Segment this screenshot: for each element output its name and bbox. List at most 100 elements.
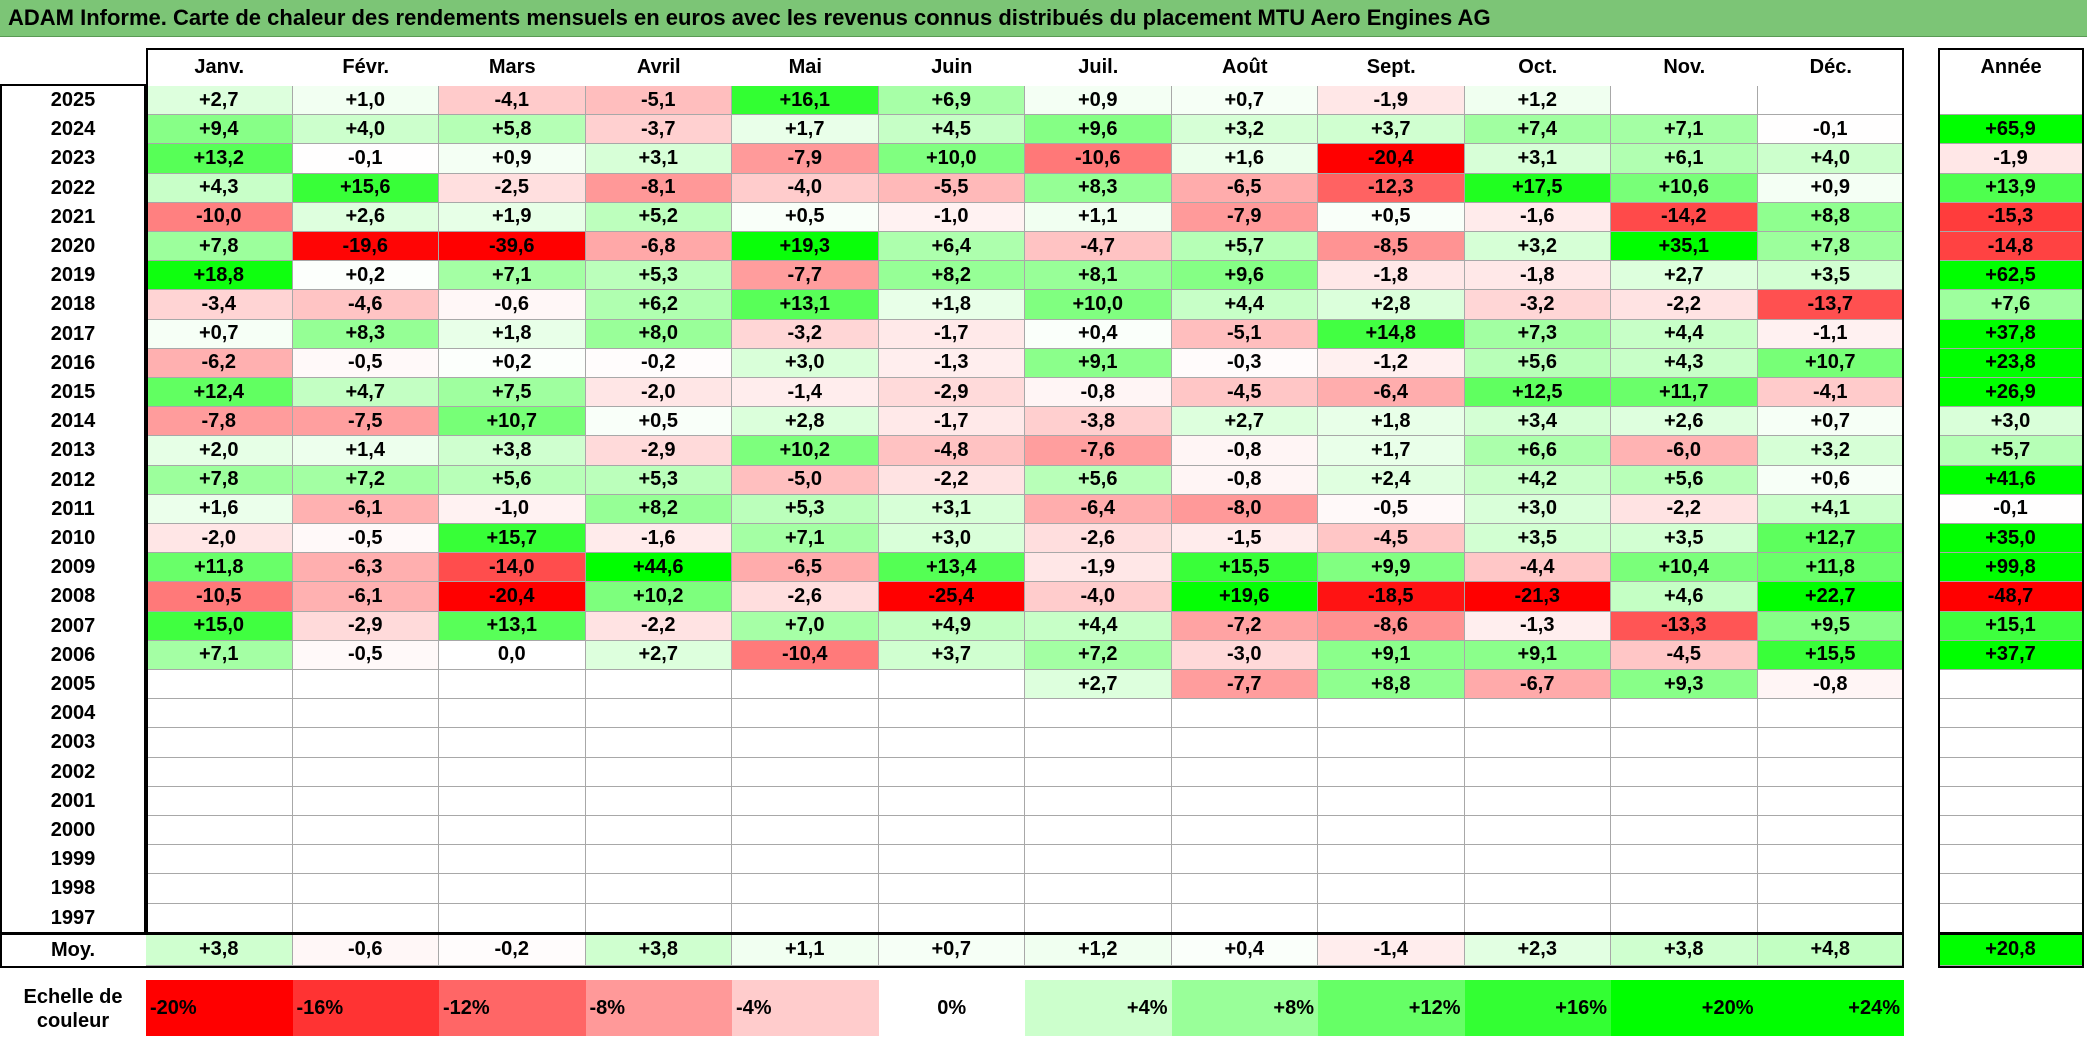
- heatmap-cell: +7,3: [1464, 319, 1611, 349]
- heatmap-cell: [146, 903, 293, 933]
- heatmap-cell: -5,5: [878, 173, 1025, 203]
- heatmap-cell: -1,3: [878, 348, 1025, 378]
- heatmap-cell: -4,5: [1171, 378, 1318, 408]
- heatmap-cell: [1464, 757, 1611, 787]
- heatmap-cell: [439, 874, 586, 904]
- heatmap-cell: -6,5: [732, 553, 879, 583]
- average-cell: +3,8: [585, 934, 732, 966]
- annual-cell: [1938, 786, 2084, 816]
- heatmap-cell: +3,2: [1757, 436, 1904, 466]
- heatmap-cell: +8,8: [1318, 670, 1465, 700]
- year-label: 2008: [50, 585, 96, 608]
- heatmap-cell: -0,5: [292, 348, 439, 378]
- year-label: 2024: [50, 118, 96, 141]
- heatmap-cell: +2,7: [585, 640, 732, 670]
- heatmap-cell: +5,6: [1464, 348, 1611, 378]
- heatmap-cell: +12,5: [1464, 378, 1611, 408]
- heatmap-cell: [732, 699, 879, 729]
- heatmap-cell: [1318, 816, 1465, 846]
- heatmap-cell: +7,1: [732, 524, 879, 554]
- month-header: Juil.: [1078, 55, 1119, 78]
- heatmap-cell: -6,3: [292, 553, 439, 583]
- heatmap-cell: [1464, 903, 1611, 933]
- heatmap-cell: -0,5: [1318, 494, 1465, 524]
- heatmap-cell: -8,0: [1171, 494, 1318, 524]
- heatmap-cell: +10,0: [878, 144, 1025, 174]
- year-label: 2022: [50, 176, 96, 199]
- heatmap-cell: +5,6: [1611, 465, 1758, 495]
- year-label: 2016: [50, 351, 96, 374]
- heatmap-cell: -3,0: [1171, 640, 1318, 670]
- heatmap-cell: [1025, 903, 1172, 933]
- average-cell: +3,8: [1611, 934, 1758, 966]
- heatmap-cell: +3,7: [878, 640, 1025, 670]
- heatmap-cell: [1318, 903, 1465, 933]
- heatmap-cell: +1,4: [292, 436, 439, 466]
- month-header: Nov.: [1663, 55, 1706, 78]
- year-label: 2021: [50, 205, 96, 228]
- heatmap-cell: [439, 670, 586, 700]
- heatmap-cell: +2,4: [1318, 465, 1465, 495]
- heatmap-cell: +19,6: [1171, 582, 1318, 612]
- heatmap-cell: -3,4: [146, 290, 293, 320]
- heatmap-cell: +9,5: [1757, 611, 1904, 641]
- heatmap-cell: +13,2: [146, 144, 293, 174]
- year-label: 2007: [50, 614, 96, 637]
- heatmap-cell: -4,5: [1318, 524, 1465, 554]
- heatmap-cell: +6,9: [878, 86, 1025, 116]
- heatmap-cell: [292, 874, 439, 904]
- heatmap-cell: -0,5: [292, 640, 439, 670]
- heatmap-cell: -2,2: [1611, 494, 1758, 524]
- heatmap-cell: [439, 903, 586, 933]
- year-label: 2002: [50, 760, 96, 783]
- heatmap-cell: -3,2: [732, 319, 879, 349]
- heatmap-cell: +8,1: [1025, 261, 1172, 291]
- heatmap-cell: [878, 874, 1025, 904]
- annual-cell: -15,3: [1938, 202, 2084, 232]
- heatmap-cell: +10,2: [585, 582, 732, 612]
- heatmap-cell: +0,6: [1757, 465, 1904, 495]
- heatmap-cell: -1,9: [1025, 553, 1172, 583]
- scale-cell: -12%: [439, 980, 586, 1036]
- heatmap-cell: -7,9: [1171, 202, 1318, 232]
- heatmap-cell: +9,9: [1318, 553, 1465, 583]
- heatmap-cell: [1757, 699, 1904, 729]
- year-label: 2025: [50, 89, 96, 112]
- heatmap-cell: [878, 670, 1025, 700]
- heatmap-cell: [1025, 874, 1172, 904]
- annual-cell: +65,9: [1938, 115, 2084, 145]
- heatmap-cell: [1464, 728, 1611, 758]
- year-label: 2017: [50, 322, 96, 345]
- heatmap-cell: [878, 699, 1025, 729]
- heatmap-cell: -19,6: [292, 232, 439, 262]
- heatmap-cell: +15,5: [1171, 553, 1318, 583]
- heatmap-cell: +1,6: [1171, 144, 1318, 174]
- heatmap-cell: [1171, 874, 1318, 904]
- heatmap-cell: [732, 786, 879, 816]
- heatmap-cell: +5,3: [585, 465, 732, 495]
- heatmap-cell: -1,3: [1464, 611, 1611, 641]
- heatmap-cell: +11,8: [1757, 553, 1904, 583]
- heatmap-cell: -1,0: [439, 494, 586, 524]
- scale-cell: +24%: [1757, 980, 1904, 1036]
- heatmap-cell: +10,7: [1757, 348, 1904, 378]
- heatmap-cell: +2,6: [1611, 407, 1758, 437]
- heatmap-cell: [1611, 874, 1758, 904]
- heatmap-cell: [1171, 699, 1318, 729]
- year-label: 1998: [50, 877, 96, 900]
- annual-cell: [1938, 845, 2084, 875]
- heatmap-cell: -1,2: [1318, 348, 1465, 378]
- heatmap-cell: +10,6: [1611, 173, 1758, 203]
- year-label: 2019: [50, 264, 96, 287]
- heatmap-cell: +4,6: [1611, 582, 1758, 612]
- heatmap-cell: -14,0: [439, 553, 586, 583]
- heatmap-cell: -10,6: [1025, 144, 1172, 174]
- average-annual-cell: +20,8: [1938, 934, 2084, 966]
- heatmap-cell: +2,6: [292, 202, 439, 232]
- year-label: 2023: [50, 147, 96, 170]
- heatmap-cell: [1611, 845, 1758, 875]
- heatmap-cell: [1611, 786, 1758, 816]
- heatmap-cell: -4,4: [1464, 553, 1611, 583]
- heatmap-cell: [585, 874, 732, 904]
